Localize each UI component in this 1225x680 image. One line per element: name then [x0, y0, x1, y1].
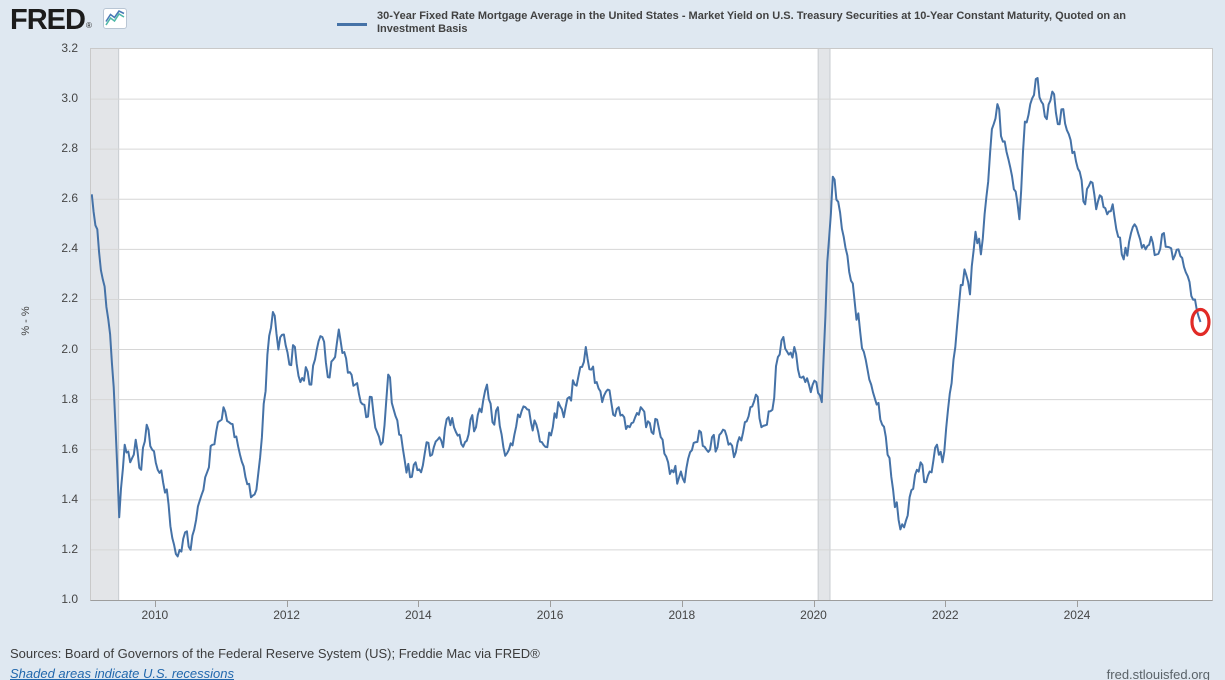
fred-logo[interactable]: FRED ® — [10, 4, 92, 37]
site-text: fred.stlouisfed.org — [1106, 667, 1210, 680]
y-tick-label: 1.8 — [61, 391, 78, 406]
x-tick-mark — [286, 601, 288, 607]
chart-legend: 30-Year Fixed Rate Mortgage Average in t… — [337, 10, 1177, 36]
y-tick-label: 1.2 — [61, 541, 78, 556]
x-tick-label: 2012 — [273, 608, 300, 622]
y-tick-label: 1.0 — [61, 592, 78, 606]
registered-mark: ® — [85, 21, 92, 30]
legend-line-swatch — [337, 23, 367, 26]
x-tick-mark — [813, 601, 815, 607]
line-chart-icon — [103, 8, 127, 29]
x-tick-label: 2018 — [668, 608, 696, 622]
x-tick-mark — [418, 601, 420, 607]
x-tick-label: 2010 — [141, 608, 169, 622]
y-tick-label: 1.4 — [61, 491, 78, 506]
x-tick-mark — [154, 601, 156, 607]
highlight-circle — [1190, 307, 1211, 337]
y-tick-label: 3.0 — [61, 91, 78, 106]
y-tick-label: 1.6 — [61, 441, 78, 456]
y-tick-label: 3.2 — [61, 41, 78, 55]
recessions-link[interactable]: Shaded areas indicate U.S. recessions — [10, 666, 235, 680]
x-tick-mark — [1076, 601, 1078, 607]
recession-band — [91, 49, 119, 600]
fred-logo-text: FRED — [10, 4, 86, 36]
y-tick-label: 2.0 — [61, 341, 78, 356]
series-line[interactable] — [91, 77, 1202, 558]
y-tick-label: 2.2 — [61, 291, 78, 306]
line-chart[interactable] — [91, 49, 1212, 600]
y-tick-label: 2.8 — [61, 141, 78, 156]
plot-area[interactable] — [90, 48, 1213, 601]
y-tick-label: 2.6 — [61, 191, 78, 206]
y-tick-label: 2.4 — [61, 241, 78, 256]
x-tick-label: 2014 — [404, 608, 432, 622]
x-tick-mark — [945, 601, 947, 607]
x-tick-mark — [681, 601, 683, 607]
series-title: 30-Year Fixed Rate Mortgage Average in t… — [377, 10, 1127, 35]
x-tick-label: 2020 — [800, 608, 827, 622]
x-tick-label: 2024 — [1063, 608, 1091, 622]
x-tick-label: 2016 — [536, 608, 564, 622]
sources-text: Sources: Board of Governors of the Feder… — [10, 646, 540, 661]
y-axis-title: % - % — [20, 306, 32, 336]
x-tick-mark — [550, 601, 552, 607]
x-tick-label: 2022 — [931, 608, 959, 622]
